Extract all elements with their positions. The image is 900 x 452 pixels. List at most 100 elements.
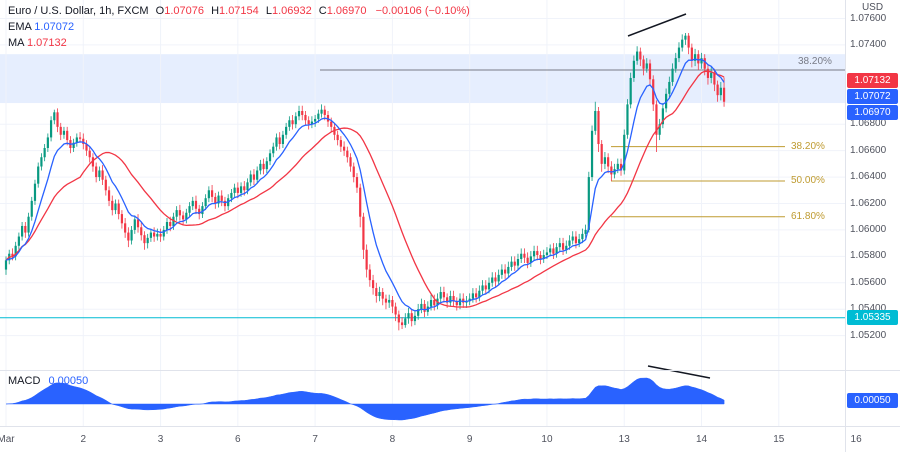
candle-body (690, 47, 693, 61)
candle-body (668, 81, 671, 94)
candle-body (201, 206, 204, 215)
ohlc-close-value: 1.06970 (326, 5, 367, 17)
axis-currency-label: USD (861, 2, 884, 13)
ohlc-high-letter: H (211, 5, 220, 17)
macd-legend: MACD 0.00050 (8, 375, 88, 387)
candle-body (400, 322, 404, 326)
ohlc-open-letter: O (155, 5, 165, 17)
candle-body (397, 314, 400, 323)
candle-body (671, 68, 674, 82)
candle-body (639, 51, 642, 60)
candle-body (62, 130, 66, 135)
candle-body (362, 216, 365, 250)
candle-body (661, 108, 664, 125)
candle-body (188, 206, 191, 213)
candle-body (278, 137, 281, 145)
candle-body (165, 222, 169, 230)
candle-body (175, 210, 178, 217)
candle-body (256, 170, 259, 180)
candle-body (394, 306, 397, 315)
candle-body (471, 293, 474, 299)
candle-body (27, 216, 30, 233)
candle-body (207, 190, 210, 199)
candle-body (288, 120, 291, 127)
candle-body (346, 150, 349, 158)
candle-body (381, 292, 384, 299)
candle-body (117, 203, 120, 215)
macd-label[interactable]: MACD (8, 375, 41, 387)
candle-body (561, 243, 565, 250)
candle-body (626, 104, 629, 135)
candle-body (581, 233, 584, 240)
ema-line[interactable] (5, 58, 725, 312)
ohlc-low-letter: L (265, 5, 272, 17)
ma-label[interactable]: MA (8, 37, 24, 49)
candle-body (410, 313, 413, 322)
candle-body (429, 299, 433, 307)
candle-body (49, 120, 53, 138)
ma-line[interactable] (5, 70, 725, 308)
legend-row-ma: MA 1.07132 (8, 35, 470, 51)
candle-body (252, 174, 256, 180)
candle-body (574, 236, 578, 244)
candle-body (697, 54, 700, 64)
candle-body (652, 79, 655, 105)
candle-body (494, 277, 497, 282)
candle-body (520, 253, 523, 259)
candle-body (37, 166, 40, 184)
candle-body (716, 84, 719, 96)
candle-body (607, 157, 610, 167)
candle-body (481, 285, 484, 291)
candle-body (384, 298, 388, 303)
ema-label[interactable]: EMA (8, 21, 32, 33)
candle-body (542, 255, 545, 259)
candle-body (365, 249, 368, 270)
candle-body (623, 134, 626, 171)
candle-body (314, 118, 317, 122)
candle-body (516, 259, 520, 266)
candle-body (722, 87, 726, 102)
candle-body (349, 157, 352, 167)
candle-body (674, 58, 677, 69)
candle-body (375, 288, 378, 296)
trendline-annotation[interactable] (647, 365, 711, 379)
candle-body (223, 200, 227, 207)
candle-body (555, 247, 558, 254)
candle-body (285, 126, 288, 135)
candle-body (684, 35, 687, 40)
candle-body (56, 112, 59, 127)
ohlc-high-value: 1.07154 (219, 5, 259, 17)
candle-body (149, 232, 152, 238)
candle-body (143, 235, 146, 244)
candle-body (665, 93, 668, 109)
candle-body (677, 47, 681, 59)
ohlc-open-value: 1.07076 (164, 5, 204, 17)
candle-body (301, 111, 304, 115)
candle-body (352, 166, 355, 178)
candle-body (46, 137, 49, 148)
candle-body (619, 163, 623, 171)
candle-body (545, 252, 549, 256)
trendline-annotation[interactable] (627, 13, 687, 37)
legend-row-symbol: Euro / U.S. Dollar, 1h, FXCM O1.07076 H1… (8, 3, 470, 19)
ma-value: 1.07132 (26, 37, 67, 49)
candle-body (30, 200, 33, 217)
candle-body (423, 303, 426, 312)
candle-body (133, 219, 136, 230)
candle-body (475, 293, 478, 298)
candle-body (510, 261, 513, 267)
candle-body (658, 124, 661, 135)
symbol-title[interactable]: Euro / U.S. Dollar, 1h, FXCM (8, 5, 149, 17)
candle-body (700, 58, 703, 64)
candle-body (484, 285, 487, 290)
candle-body (85, 144, 88, 151)
candle-body (478, 290, 481, 298)
candle-body (95, 166, 98, 178)
candle-body (182, 215, 185, 220)
highlight-band (0, 54, 845, 104)
candle-body (78, 137, 82, 139)
candle-body (568, 240, 571, 246)
candle-body (136, 219, 140, 228)
